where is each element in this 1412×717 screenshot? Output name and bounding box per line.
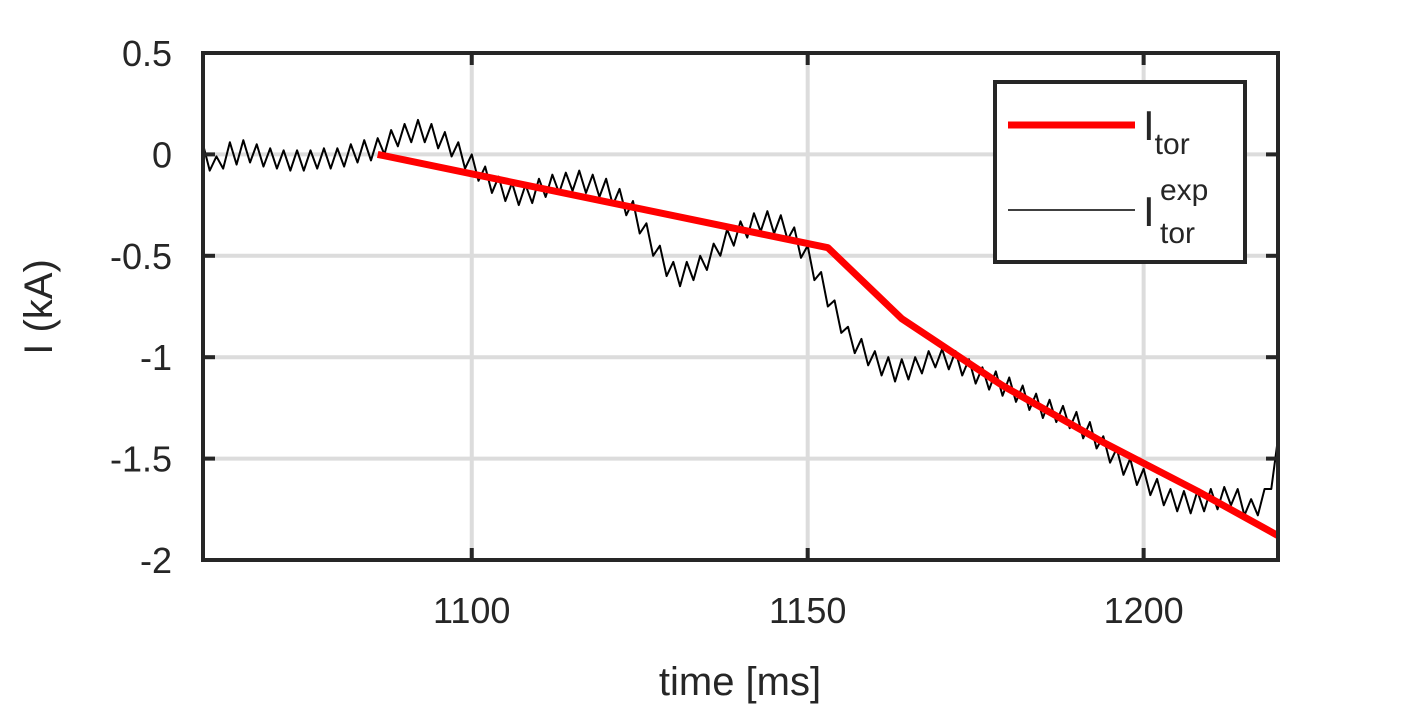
- series-line: [202, 118, 1279, 517]
- legend-superscript: exp: [1160, 174, 1208, 207]
- legend-subscript: tor: [1160, 217, 1195, 250]
- legend-name: I: [1143, 188, 1155, 235]
- x-tick-label: 1100: [433, 590, 510, 631]
- legend-subscript: tor: [1155, 128, 1190, 161]
- y-tick-label: 0.5: [122, 33, 172, 74]
- y-axis-label: I (kA): [17, 259, 61, 355]
- x-tick-label: 1150: [769, 590, 846, 631]
- y-tick-label: -2: [140, 540, 172, 581]
- y-tick-label: -0.5: [110, 236, 172, 277]
- y-tick-label: 0: [152, 134, 172, 175]
- series-line: [376, 150, 1280, 539]
- plot-area: [202, 118, 1280, 539]
- legend-name: I: [1143, 102, 1155, 149]
- y-tick-label: -1.5: [110, 439, 172, 480]
- x-axis-label: time [ms]: [659, 660, 821, 704]
- legend-box: [993, 80, 1247, 264]
- axes-box: [201, 51, 1280, 562]
- x-tick-label: 1200: [1104, 590, 1184, 631]
- y-tick-label: -1: [140, 337, 172, 378]
- legend-label: Itor: [1143, 102, 1190, 161]
